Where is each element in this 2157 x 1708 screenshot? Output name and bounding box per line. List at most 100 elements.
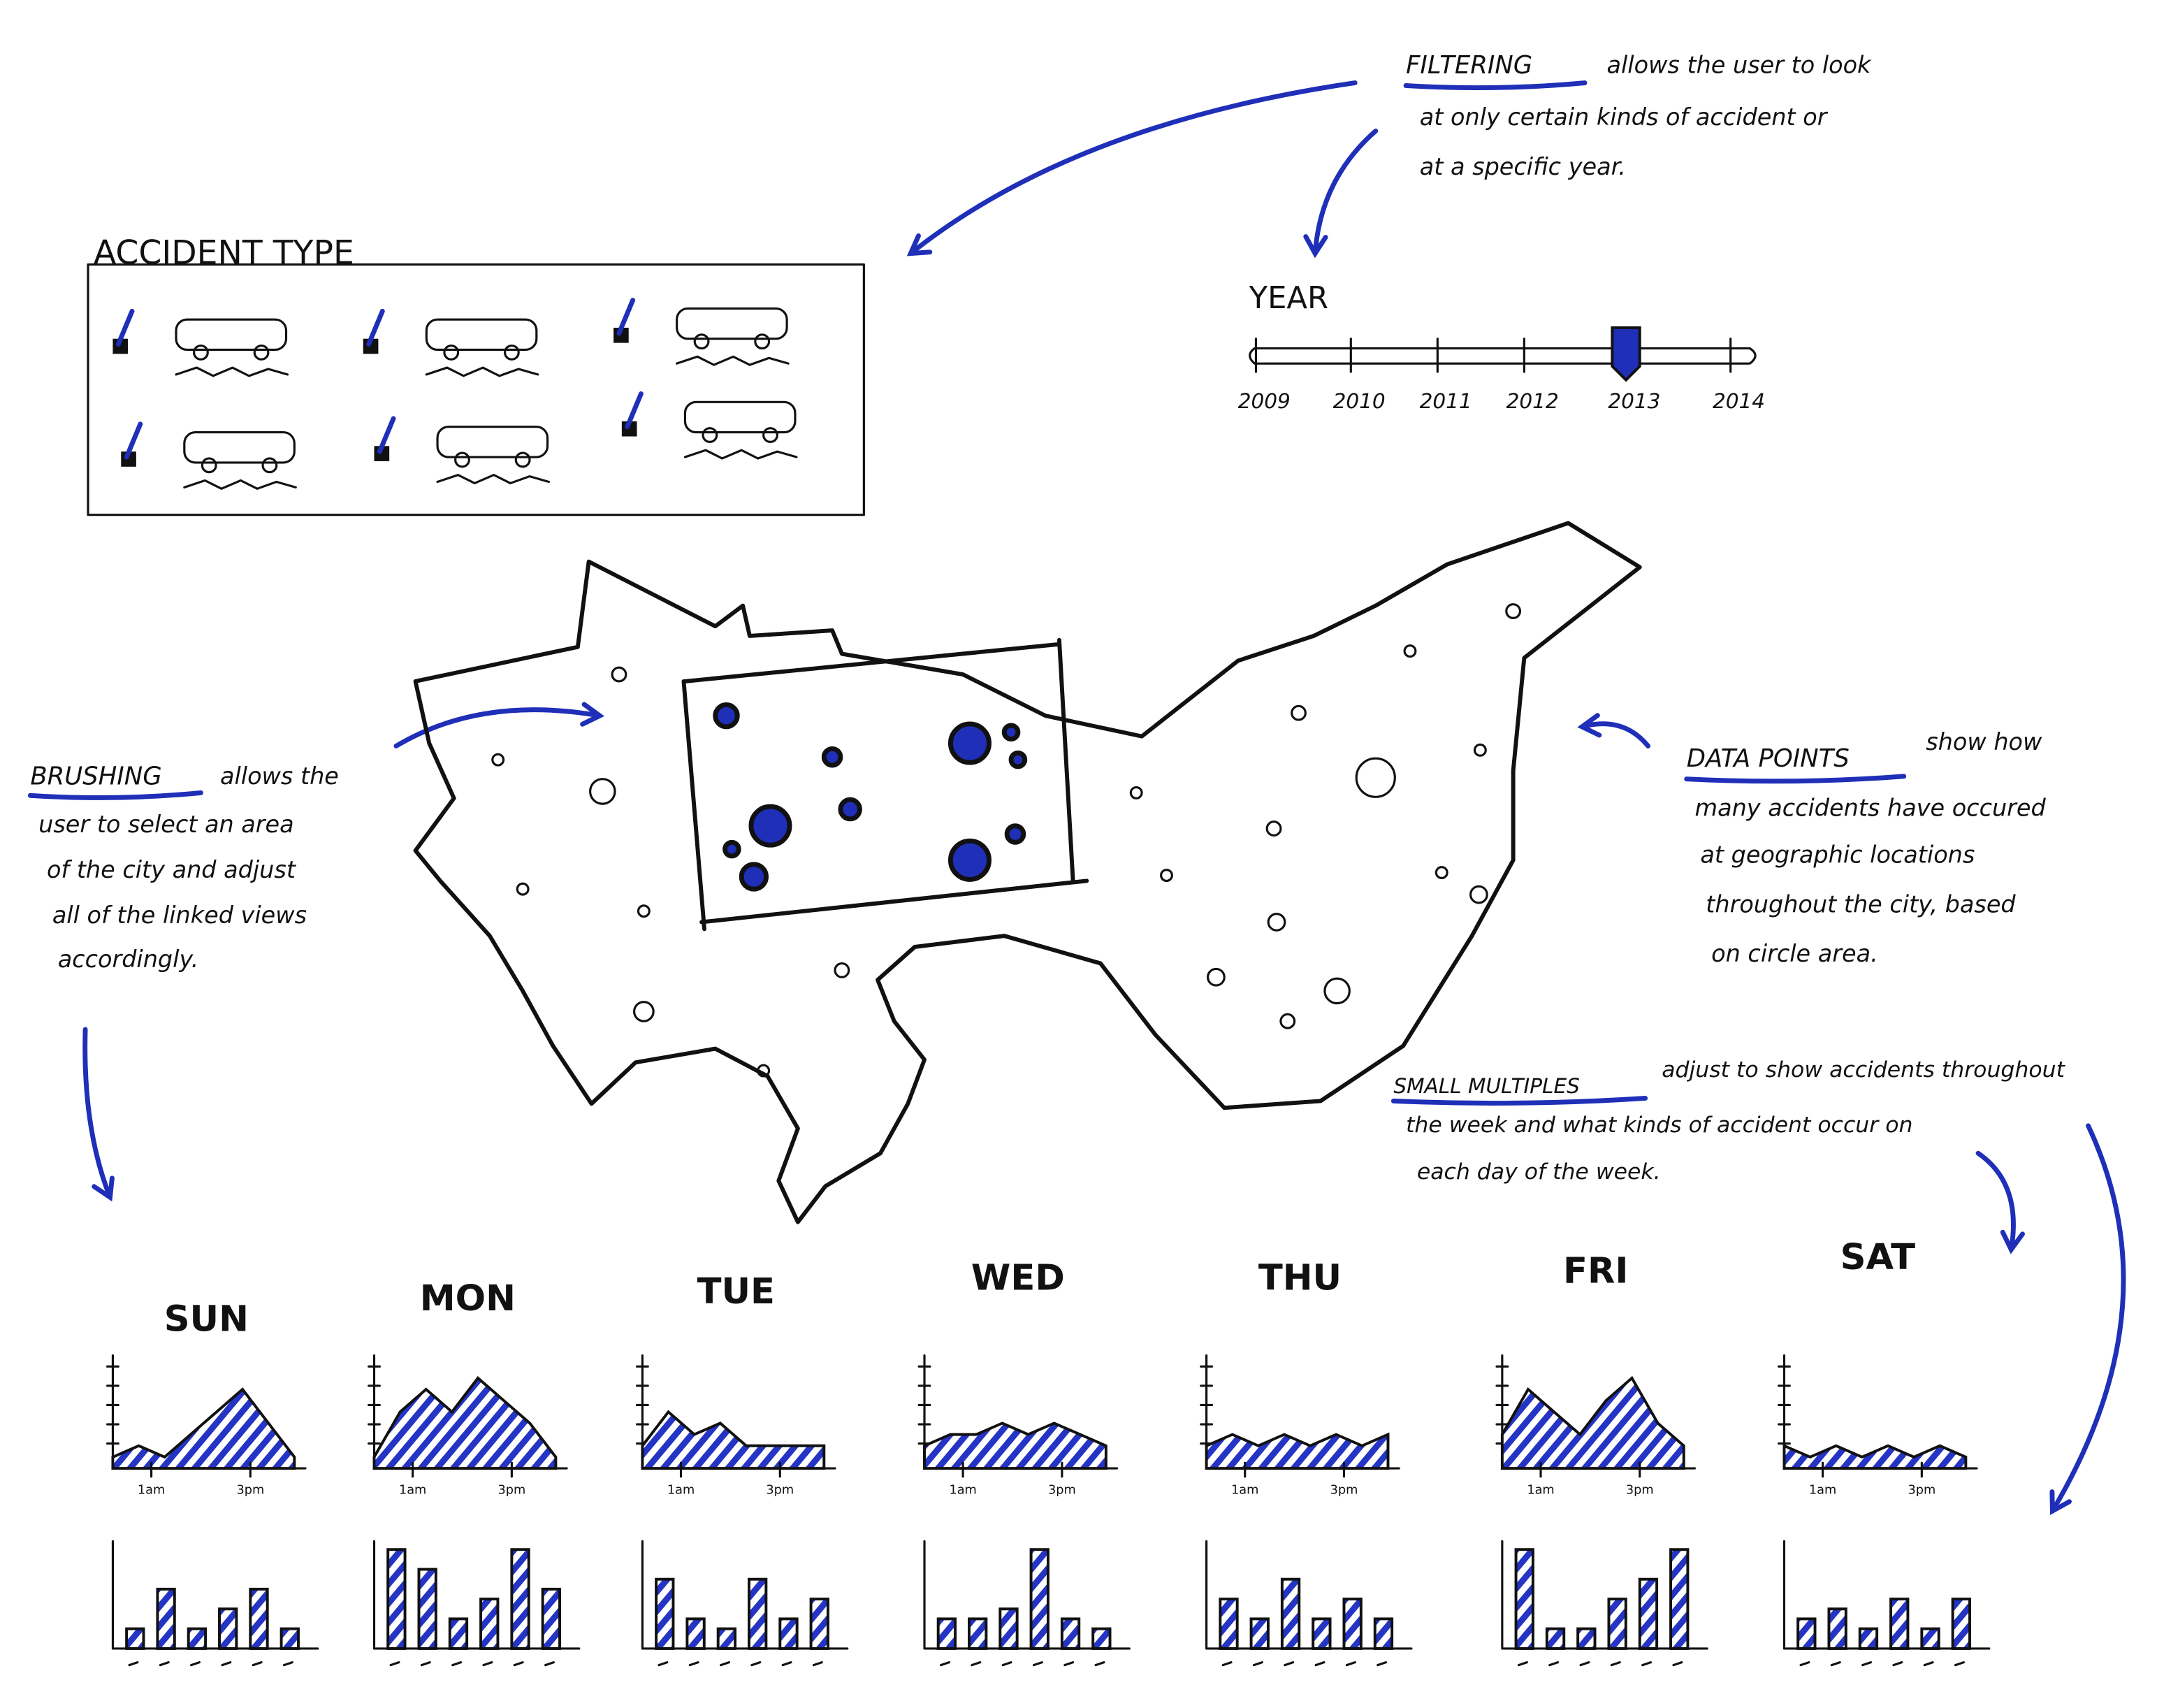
data-point-selected [821,746,843,768]
data-point [1435,866,1448,880]
year-tick-label[interactable]: 2010 [1333,389,1386,413]
bar [448,1617,469,1650]
checkmark[interactable] [616,298,636,336]
bar [968,1617,988,1650]
bar [1669,1548,1690,1650]
bar-label-mark [1284,1661,1295,1667]
data-point [757,1064,771,1078]
bar-label-mark [482,1661,493,1667]
checkmark[interactable] [377,416,396,454]
data-point [1355,757,1396,798]
checkmark[interactable] [115,308,135,347]
data-point-selected [947,721,992,765]
accident-icon-wheel [253,344,270,361]
data-points-line: show how [1926,728,2042,755]
year-tick-label[interactable]: 2012 [1506,389,1559,413]
checkmark[interactable] [366,308,385,347]
arrow-head [2049,1489,2072,1515]
accident-icon [436,426,549,458]
data-point [516,882,530,896]
data-point-selected [739,862,769,892]
year-handle[interactable] [1611,326,1641,382]
bar [1858,1627,1879,1650]
accident-icon-wheel [702,427,718,443]
bar [685,1617,706,1650]
bar-label-mark [282,1661,293,1667]
bar-label-mark [128,1661,139,1667]
accident-icon-ground [183,479,297,490]
brushing-line: all of the linked views [52,902,307,929]
bar-label-mark [1548,1661,1560,1667]
data-point [1323,977,1351,1005]
data-point [1505,603,1522,619]
bar [1827,1607,1847,1650]
bar-label-mark [1314,1661,1326,1667]
data-point [1265,820,1282,837]
arrow-head [906,233,933,256]
checkmark[interactable] [625,391,644,430]
year-tick-label[interactable]: 2014 [1713,389,1765,413]
bar-label-mark [781,1661,792,1667]
arrow [2049,1123,2126,1514]
year-tick-label[interactable]: 2013 [1608,389,1660,413]
data-point-selected [722,839,741,859]
brush-selection[interactable] [681,637,1089,932]
bar [510,1548,530,1650]
day-name: SAT [1840,1236,1915,1278]
accident-icon [183,431,296,464]
year-tick-label[interactable]: 2009 [1238,389,1291,413]
bar-label-mark [1923,1661,1934,1667]
filtering-term: FILTERING [1406,51,1532,80]
bar-label-mark [1892,1661,1903,1667]
bar [1249,1617,1270,1650]
bar [716,1627,737,1650]
data-point [834,962,850,978]
year-tick-label[interactable]: 2011 [1420,389,1472,413]
data-point [637,904,651,918]
data-point-selected [1008,750,1028,769]
data-point [1267,913,1286,932]
time-label: 3pm [1908,1484,1936,1498]
data-point [1160,869,1173,882]
bar-label-mark [451,1661,463,1667]
data-point [1291,704,1307,721]
bar-label-mark [1377,1661,1388,1667]
bar [1638,1577,1659,1650]
bar [218,1607,238,1650]
bar [1219,1598,1239,1650]
bar-label-mark [1345,1661,1356,1667]
bar [778,1617,799,1650]
data-point [1473,743,1487,757]
area-profile [1205,1432,1390,1470]
bar-label-mark [252,1661,263,1667]
arrow-head [1577,713,1602,738]
small-multiples-line: the week and what kinds of accident occu… [1406,1113,1912,1138]
time-label: 3pm [1330,1484,1358,1498]
year-track [1249,347,1757,365]
bar [1920,1627,1940,1650]
time-label: 3pm [1626,1484,1654,1498]
bar [386,1548,407,1650]
accident-icon-wheel [261,457,278,474]
bar-label-mark [544,1661,555,1667]
bar [1576,1627,1597,1650]
data-point-selected [713,702,740,730]
arrow [393,707,602,748]
bar-label-mark [1799,1661,1810,1667]
accident-type-title: ACCIDENT TYPE [94,234,354,273]
city-map [413,521,1642,1224]
bar [541,1587,562,1650]
arrow [1579,721,1651,748]
checkmark[interactable] [124,421,143,460]
time-label: 1am [667,1484,695,1498]
filtering-line: at a specific year. [1420,153,1626,180]
accident-icon-wheel [514,451,531,468]
accident-icon [683,400,797,434]
accident-icon-ground [436,474,551,484]
bar-label-mark [1517,1661,1528,1667]
brushing-line: accordingly. [58,946,199,973]
small-multiples-line: adjust to show accidents throughout [1662,1057,2065,1083]
bar [279,1627,300,1650]
bar [998,1607,1019,1650]
brushing-line: of the city and adjust [47,856,297,883]
